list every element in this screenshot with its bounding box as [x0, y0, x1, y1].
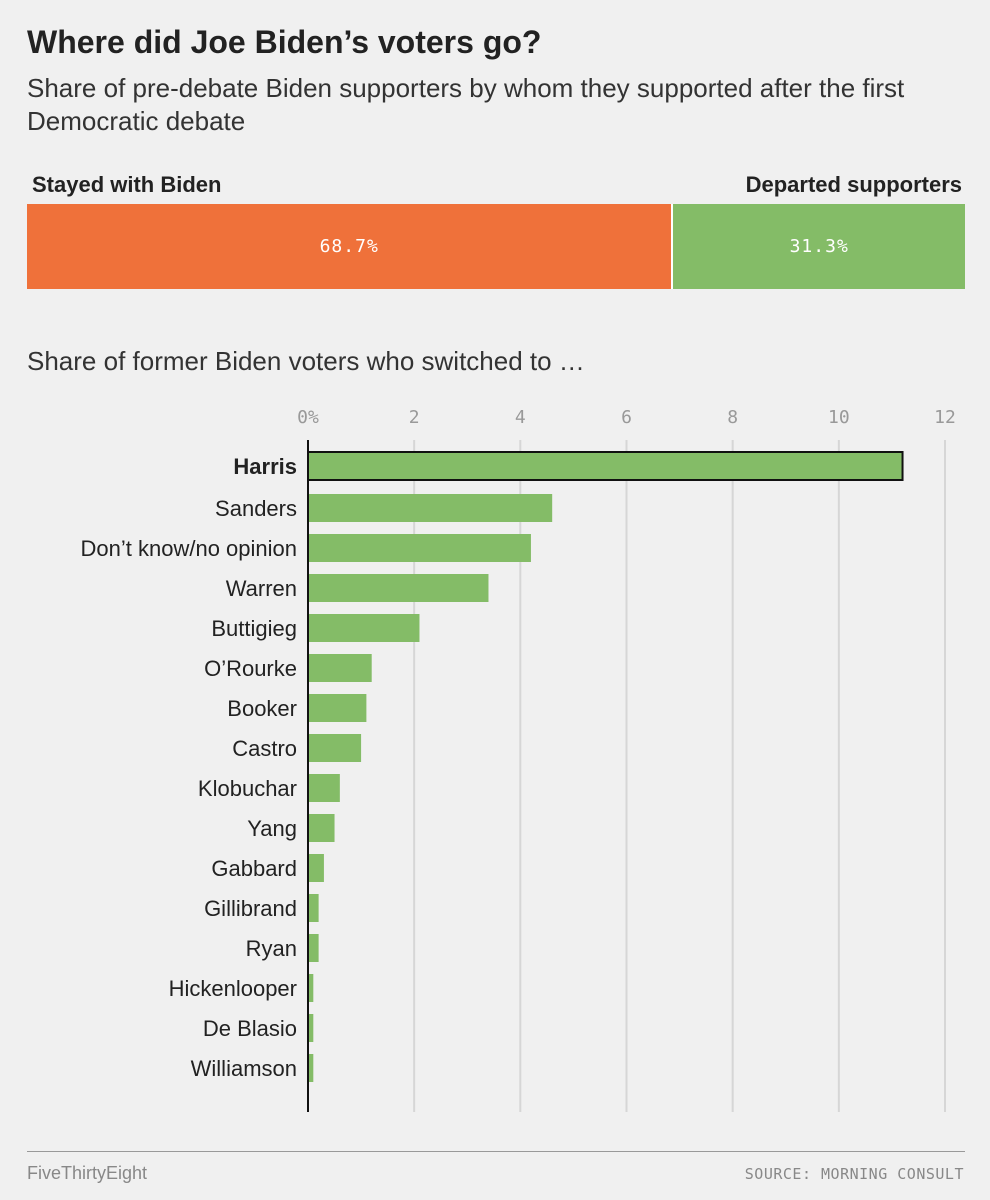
x-tick-label: 12 [934, 407, 956, 428]
brand-label: FiveThirtyEight [27, 1163, 148, 1183]
split-bar: 68.7% 31.3% [27, 204, 965, 289]
bar [308, 1054, 314, 1082]
x-tick-label: 6 [621, 407, 632, 428]
x-tick-label: 10 [828, 407, 850, 428]
x-tick-label: 4 [515, 407, 526, 428]
category-label: De Blasio [203, 1016, 297, 1041]
departed-label: Departed supporters [745, 172, 962, 197]
bar [308, 734, 362, 762]
departed-segment: 31.3% [671, 204, 965, 289]
category-label: Klobuchar [198, 776, 297, 801]
category-label: Harris [233, 454, 297, 479]
bar [308, 974, 314, 1002]
footer-divider [27, 1151, 965, 1152]
stayed-label: Stayed with Biden [32, 172, 222, 197]
category-label: Castro [232, 736, 297, 761]
category-label: Ryan [246, 936, 297, 961]
bar [308, 894, 319, 922]
bar [308, 1014, 314, 1042]
category-label: Gillibrand [204, 896, 297, 921]
bar [308, 854, 324, 882]
category-label: Booker [227, 696, 297, 721]
stayed-value: 68.7% [319, 236, 379, 257]
category-label: Yang [247, 816, 297, 841]
category-label: Sanders [215, 496, 297, 521]
category-label: Williamson [191, 1056, 297, 1081]
bar [308, 774, 340, 802]
section-label: Share of former Biden voters who switche… [27, 346, 585, 376]
bar [308, 814, 335, 842]
bar [308, 534, 531, 562]
bar [307, 451, 904, 481]
bar [308, 614, 420, 642]
category-label: O’Rourke [204, 656, 297, 681]
category-label: Gabbard [211, 856, 297, 881]
departed-value: 31.3% [789, 236, 849, 257]
stayed-segment: 68.7% [27, 204, 672, 289]
source-label: SOURCE: MORNING CONSULT [744, 1165, 964, 1183]
chart-title: Where did Joe Biden’s voters go? [27, 24, 542, 60]
bar [308, 694, 367, 722]
bar [308, 654, 372, 682]
category-label: Buttigieg [211, 616, 297, 641]
category-label: Warren [226, 576, 297, 601]
category-label: Hickenlooper [169, 976, 297, 1001]
bar [308, 934, 319, 962]
x-tick-label: 8 [727, 407, 738, 428]
x-tick-label: 2 [409, 407, 420, 428]
bar [308, 574, 489, 602]
switch-bar-chart: 0% 2 4 6 8 10 12 Harris Sanders Don’t know/no opi… [81, 407, 956, 1112]
x-tick-label: 0% [297, 407, 319, 428]
category-label: Don’t know/no opinion [81, 536, 297, 561]
bar [308, 494, 553, 522]
chart-subtitle: Share of pre-debate Biden supporters by … [27, 73, 905, 136]
